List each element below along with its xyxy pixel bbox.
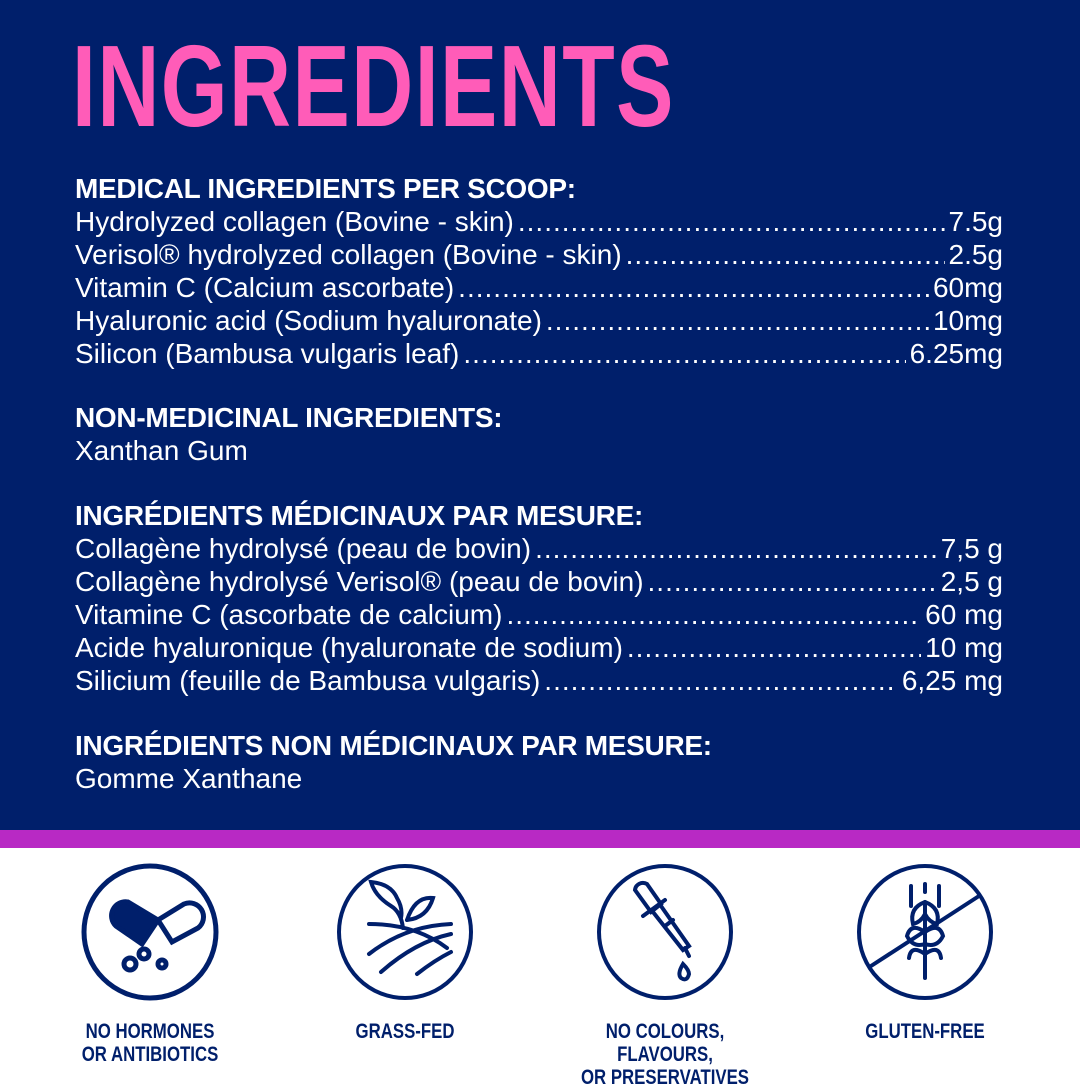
ingredient-amount: 6,25 mg xyxy=(901,665,1003,696)
section-heading: INGRÉDIENTS MÉDICINAUX PAR MESURE: xyxy=(75,500,643,531)
badge-label: OR PRESERVATIVES xyxy=(580,1066,750,1089)
ingredient-name: Acide hyaluronique (hyaluronate de sodiu… xyxy=(75,632,623,663)
ingredient-name: Collagène hydrolysé (peau de bovin) xyxy=(75,533,532,564)
dot-leader xyxy=(627,631,921,664)
ingredient-row: Hydrolyzed collagen (Bovine - skin) 7.5g xyxy=(75,205,1003,238)
badge-label: NO HORMONES xyxy=(85,1020,215,1043)
badge-grass-fed: GRASS-FED xyxy=(285,862,525,1043)
medical-ingredients-fr: INGRÉDIENTS MÉDICINAUX PAR MESURE: Colla… xyxy=(75,499,1003,697)
ingredient-name: Collagène hydrolysé Verisol® (peau de bo… xyxy=(75,566,644,597)
ingredients-panel: INGREDIENTS MEDICAL INGREDIENTS PER SCOO… xyxy=(0,0,1080,830)
badge-label: OR ANTIBIOTICS xyxy=(81,1043,219,1066)
dot-leader xyxy=(546,304,929,337)
section-heading: INGRÉDIENTS NON MÉDICINAUX PAR MESURE: xyxy=(75,730,712,761)
badge-no-colours: NO COLOURS, FLAVOURS, OR PRESERVATIVES xyxy=(545,862,785,1089)
dot-leader xyxy=(463,337,905,370)
ingredient-row: Vitamin C (Calcium ascorbate) 60mg xyxy=(75,271,1003,304)
ingredient-name: Vitamin C (Calcium ascorbate) xyxy=(75,272,455,303)
ingredient-amount: 10mg xyxy=(932,305,1003,336)
ingredient-row: Vitamine C (ascorbate de calcium) 60 mg xyxy=(75,598,1003,631)
ingredient-amount: 7,5 g xyxy=(940,533,1003,564)
page-title: INGREDIENTS xyxy=(72,21,675,151)
medical-ingredients-en: MEDICAL INGREDIENTS PER SCOOP: Hydrolyze… xyxy=(75,172,1003,370)
ingredient-name: Verisol® hydrolyzed collagen (Bovine - s… xyxy=(75,239,622,270)
badge-label: GLUTEN-FREE xyxy=(865,1020,985,1043)
no-wheat-icon xyxy=(857,864,993,1000)
badge-no-hormones: NO HORMONES OR ANTIBIOTICS xyxy=(30,862,270,1066)
ingredient-row: Silicon (Bambusa vulgaris leaf) 6.25mg xyxy=(75,337,1003,370)
section-heading: NON-MEDICINAL INGREDIENTS: xyxy=(75,402,503,433)
ingredient-amount: 7.5g xyxy=(948,206,1004,237)
dropper-icon xyxy=(597,864,733,1000)
ingredient-amount: 60 mg xyxy=(925,599,1003,630)
badge-label: GRASS-FED xyxy=(355,1020,455,1043)
dot-leader xyxy=(458,271,929,304)
dot-leader xyxy=(626,238,945,271)
ingredient-row: Collagène hydrolysé (peau de bovin) 7,5 g xyxy=(75,532,1003,565)
section-heading: MEDICAL INGREDIENTS PER SCOOP: xyxy=(75,173,576,204)
dot-leader xyxy=(544,664,898,697)
ingredient-name: Hydrolyzed collagen (Bovine - skin) xyxy=(75,206,514,237)
dot-leader xyxy=(648,565,937,598)
ingredient-name: Hyaluronic acid (Sodium hyaluronate) xyxy=(75,305,542,336)
ingredient-text: Gomme Xanthane xyxy=(75,763,303,794)
ingredient-amount: 60mg xyxy=(932,272,1003,303)
dot-leader xyxy=(506,598,921,631)
non-medicinal-en: NON-MEDICINAL INGREDIENTS: Xanthan Gum xyxy=(75,401,1003,467)
sprout-field-icon xyxy=(337,864,473,1000)
ingredient-name: Vitamine C (ascorbate de calcium) xyxy=(75,599,503,630)
divider-band xyxy=(0,830,1080,848)
ingredient-amount: 2.5g xyxy=(948,239,1004,270)
non-medicinal-fr: INGRÉDIENTS NON MÉDICINAUX PAR MESURE: G… xyxy=(75,729,1003,795)
ingredient-amount: 6.25mg xyxy=(909,338,1003,369)
ingredient-name: Silicium (feuille de Bambusa vulgaris) xyxy=(75,665,541,696)
capsule-icon xyxy=(81,863,219,1001)
ingredient-amount: 2,5 g xyxy=(940,566,1003,597)
badge-gluten-free: GLUTEN-FREE xyxy=(805,862,1045,1043)
dot-leader xyxy=(518,205,945,238)
ingredient-row: Acide hyaluronique (hyaluronate de sodiu… xyxy=(75,631,1003,664)
ingredient-row: Verisol® hydrolyzed collagen (Bovine - s… xyxy=(75,238,1003,271)
ingredient-row: Hyaluronic acid (Sodium hyaluronate) 10mg xyxy=(75,304,1003,337)
ingredient-name: Silicon (Bambusa vulgaris leaf) xyxy=(75,338,460,369)
badge-label: NO COLOURS, FLAVOURS, xyxy=(605,1020,725,1066)
ingredient-row: Silicium (feuille de Bambusa vulgaris) 6,… xyxy=(75,664,1003,697)
ingredient-row: Collagène hydrolysé Verisol® (peau de bo… xyxy=(75,565,1003,598)
dot-leader xyxy=(535,532,937,565)
ingredient-amount: 10 mg xyxy=(925,632,1003,663)
ingredient-text: Xanthan Gum xyxy=(75,435,248,466)
